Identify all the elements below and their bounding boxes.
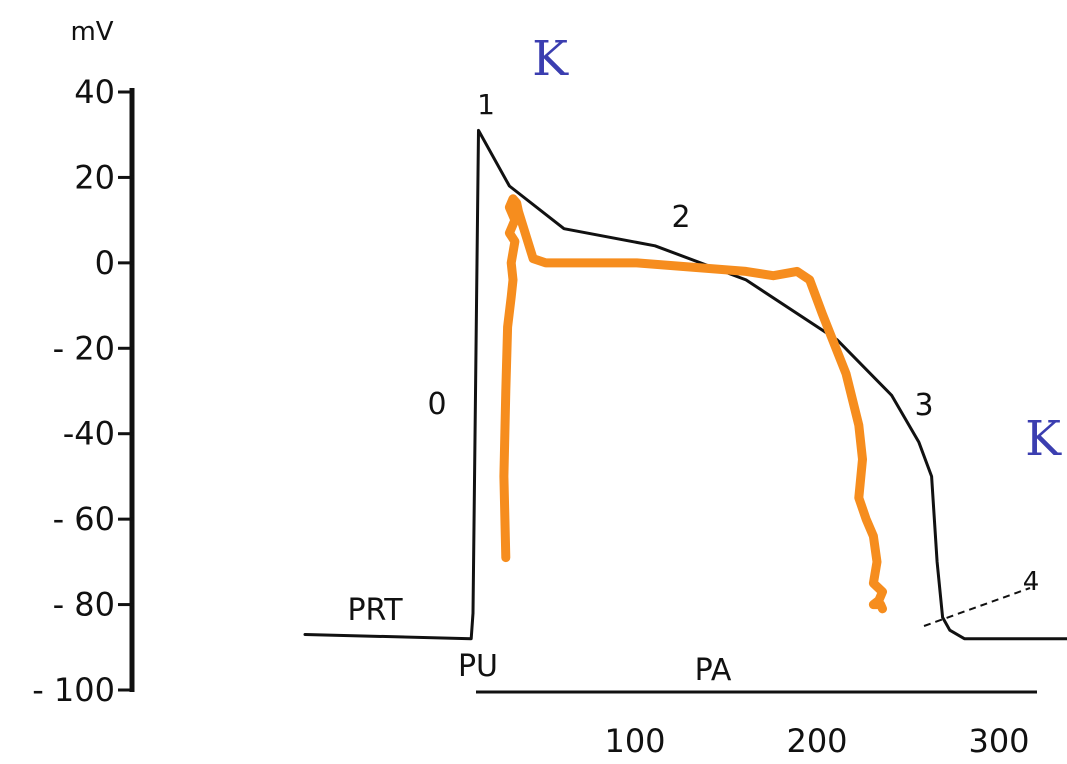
y-tick-label: - 60 [53, 500, 115, 538]
y-axis-ticks [118, 90, 134, 692]
phase-label-4: 4 [1023, 567, 1040, 597]
phase-label-0: 0 [427, 387, 446, 422]
y-axis-tick-labels: 40 20 0 - 20 -40 - 60 - 80 - 100 [32, 73, 115, 709]
y-axis-unit: mV [70, 17, 113, 47]
y-tick-label: 20 [74, 158, 115, 196]
orange-action-potential-curve [499, 194, 887, 614]
prt-label: PRT [347, 593, 403, 628]
y-tick-label: -40 [63, 415, 115, 453]
k-label-right: K [1025, 411, 1062, 467]
y-tick-label: - 80 [53, 586, 115, 624]
y-tick-label: 40 [74, 73, 115, 111]
k-label-top: K [532, 31, 569, 87]
x-tick-label: 200 [786, 722, 847, 760]
y-tick-label: - 20 [53, 329, 115, 367]
pu-label: PU [458, 649, 498, 684]
x-axis-tick-labels: 100 200 300 [604, 722, 1029, 760]
y-tick-label: - 100 [32, 671, 115, 709]
x-tick-label: 300 [968, 722, 1029, 760]
phase-4-dashed-line [923, 587, 1031, 627]
phase-label-2: 2 [671, 200, 690, 235]
x-tick-label: 100 [604, 722, 665, 760]
phase-label-1: 1 [477, 88, 495, 121]
action-potential-curve [303, 128, 1067, 641]
pa-label: PA [695, 653, 732, 688]
phase-label-3: 3 [914, 388, 933, 423]
y-tick-label: 0 [95, 244, 115, 282]
